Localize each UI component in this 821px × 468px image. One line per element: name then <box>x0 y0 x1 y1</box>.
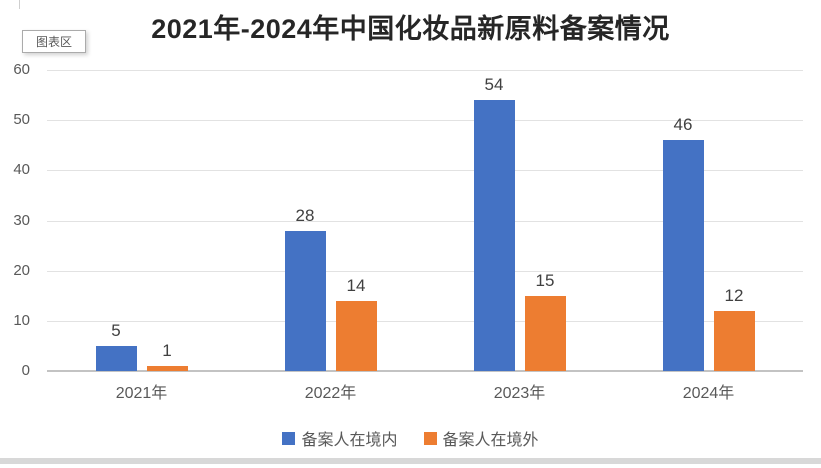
data-label: 54 <box>484 75 504 95</box>
chart-title: 2021年-2024年中国化妆品新原料备案情况 <box>151 14 670 44</box>
x-axis-category-label: 2023年 <box>493 385 546 402</box>
legend-item[interactable]: 备案人在境内 <box>282 426 398 450</box>
gridline <box>47 120 803 122</box>
plot-area: 0 10 20 30 40 50 60 5 1 2021年 28 14 2022年 54 15 2023年 46… <box>13 61 803 402</box>
gridline <box>47 320 803 322</box>
data-label: 1 <box>162 340 172 360</box>
x-axis-line <box>47 370 803 372</box>
data-label: 14 <box>346 275 366 295</box>
x-axis-category-label: 2022年 <box>304 385 357 402</box>
gridline <box>47 170 803 172</box>
y-axis-tick-label: 60 <box>13 61 30 78</box>
chart-area-tooltip: 图表区 <box>22 30 86 53</box>
y-axis-tick-label: 40 <box>13 161 30 179</box>
legend-swatch <box>423 431 437 445</box>
y-axis-tick-label: 0 <box>21 362 30 379</box>
bar[interactable] <box>713 310 755 371</box>
legend-item[interactable]: 备案人在境外 <box>423 426 539 450</box>
bar[interactable] <box>335 300 377 371</box>
bar[interactable] <box>524 295 566 371</box>
bar[interactable] <box>146 365 188 371</box>
x-axis-category-label: 2024年 <box>682 385 735 402</box>
bar[interactable] <box>662 140 704 371</box>
data-label: 5 <box>111 320 121 340</box>
bar[interactable] <box>284 230 326 371</box>
chart-area-tooltip-label: 图表区 <box>35 35 72 49</box>
data-label: 15 <box>535 270 555 290</box>
legend-label: 备案人在境外 <box>442 432 539 449</box>
data-label: 12 <box>724 285 744 305</box>
bar[interactable] <box>95 345 137 371</box>
data-label: 46 <box>673 115 693 135</box>
y-axis-tick-label: 10 <box>13 311 30 329</box>
bar[interactable] <box>473 100 515 371</box>
gridline <box>47 270 803 272</box>
y-axis-tick-label: 20 <box>13 261 30 279</box>
data-label: 28 <box>295 205 315 225</box>
x-axis-category-label: 2021年 <box>115 385 168 402</box>
bottom-edge-bar <box>0 458 821 464</box>
y-axis-tick-label: 50 <box>13 111 30 129</box>
legend: 备案人在境内 备案人在境外 <box>0 426 821 450</box>
gridline <box>47 220 803 222</box>
legend-label: 备案人在境内 <box>301 432 398 449</box>
y-axis-tick-label: 30 <box>13 211 30 229</box>
legend-swatch <box>282 431 296 445</box>
gridline <box>47 70 803 71</box>
cell-border-artifact <box>19 0 20 9</box>
